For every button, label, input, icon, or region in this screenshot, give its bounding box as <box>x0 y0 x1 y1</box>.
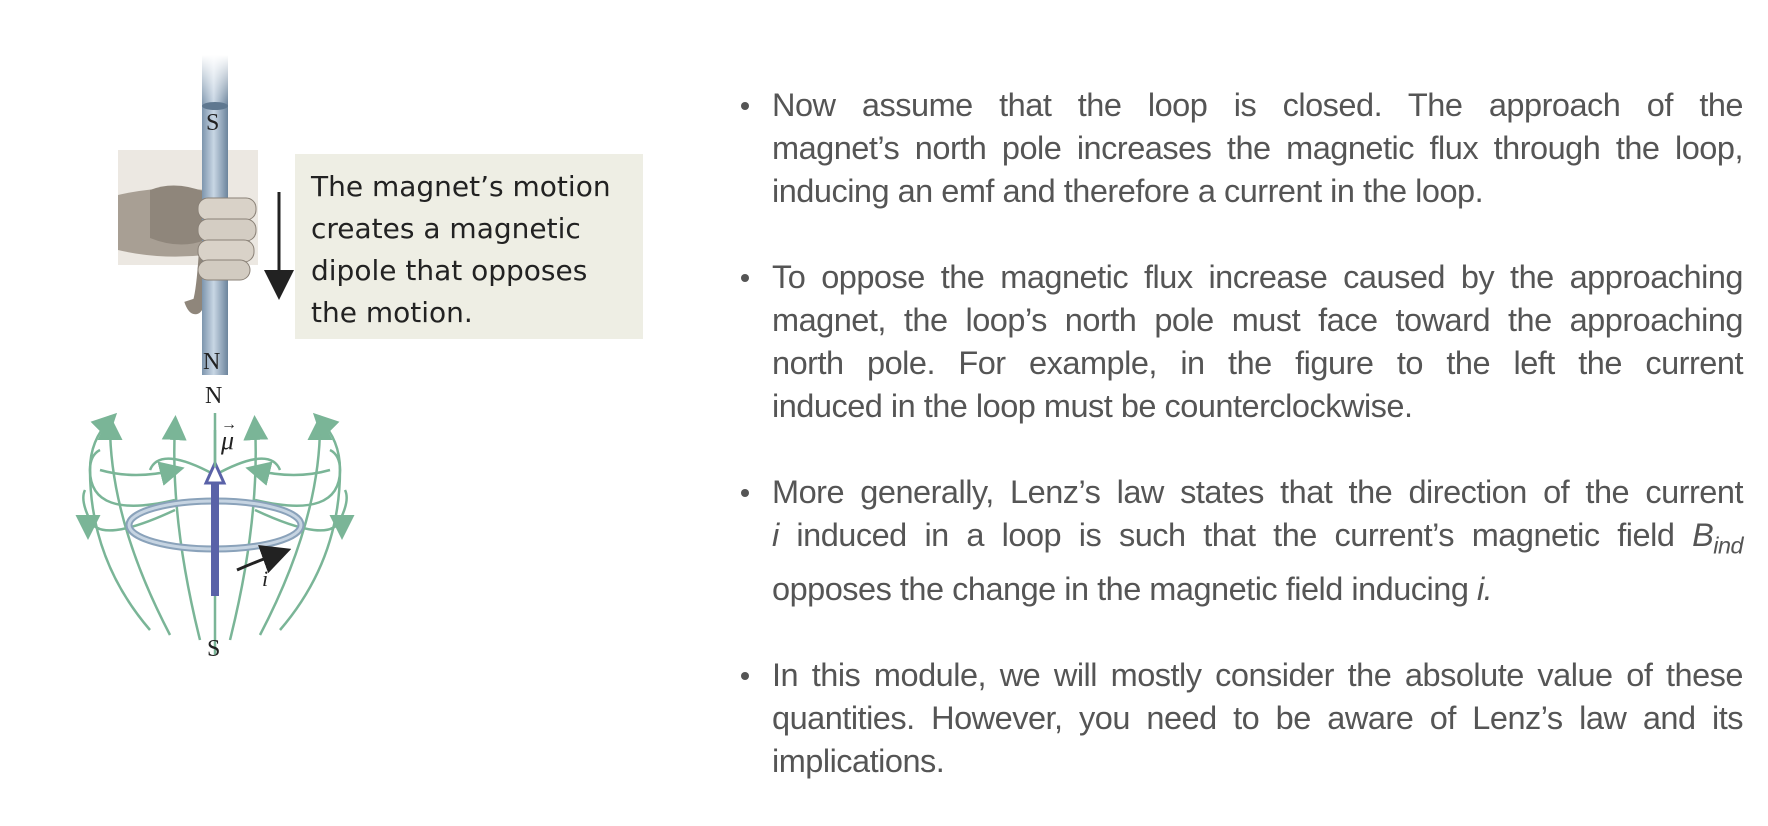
current-label: i <box>262 566 269 591</box>
var-b: B <box>1692 517 1714 553</box>
bullet-line: magnet, the loop’s north pole must face … <box>772 302 1744 338</box>
bullet-line: In this module, we will mostly consider … <box>772 656 1744 693</box>
dipole-south-label: S <box>207 636 221 662</box>
bullet-line: Now assume that the loop is closed. The … <box>772 87 1744 123</box>
bullet-line: To oppose the magnetic flux increase cau… <box>772 259 1744 295</box>
bullet-text: opposes the change in the magnetic field… <box>772 570 1477 607</box>
magnet-north-label: N <box>203 349 221 375</box>
magnet-loop-illustration <box>75 55 355 655</box>
magnet-south-label: S <box>206 110 220 136</box>
bullet-line: magnet’s north pole increases the magnet… <box>772 130 1744 166</box>
fingers-icon <box>197 197 257 281</box>
bullet-list: Now assume that the loop is closed. The … <box>738 84 1744 826</box>
callout-line: The magnet’s motion <box>311 170 611 203</box>
bullet-line: implications. <box>772 742 945 779</box>
bullet-line: induced in the loop must be counterclock… <box>772 388 1413 424</box>
var-i: i. <box>1476 570 1493 607</box>
mu-vector-arrow-icon: → <box>221 416 237 433</box>
bullet-line: inducing an emf and therefore a current … <box>772 173 1484 209</box>
bullet-line: opposes the change in the magnetic field… <box>772 568 1743 611</box>
bullet-text: induced in a loop is such that the curre… <box>778 517 1693 553</box>
lenz-law-figure: S N N S μ → i The magnet’s motion create… <box>0 0 700 825</box>
bullet-closed-loop: Now assume that the loop is closed. The … <box>738 84 1744 213</box>
current-arrow <box>236 544 292 574</box>
bullet-line-with-vars: i induced in a loop is such that the cur… <box>772 514 1743 568</box>
var-i: i <box>772 517 779 553</box>
callout-line: dipole that opposes <box>311 254 588 287</box>
bullet-module-note: In this module, we will mostly consider … <box>738 654 1744 783</box>
callout-line: the motion. <box>311 296 473 329</box>
bullet-line: north pole. For example, in the figure t… <box>772 345 1744 381</box>
bullet-line: More generally, Lenz’s law states that t… <box>772 474 1744 510</box>
dipole-moment-arrow <box>203 413 227 596</box>
callout-box: The magnet’s motion creates a magnetic d… <box>295 154 643 339</box>
mu-label: μ <box>221 426 235 455</box>
bullet-lenz-law: More generally, Lenz’s law states that t… <box>738 471 1744 611</box>
dipole-north-label: N <box>205 383 223 409</box>
bullet-line: quantities. However, you need to be awar… <box>772 699 1744 736</box>
var-b-subscript: ind <box>1713 532 1743 559</box>
bullet-oppose-flux: To oppose the magnetic flux increase cau… <box>738 256 1744 428</box>
callout-line: creates a magnetic <box>311 212 581 245</box>
